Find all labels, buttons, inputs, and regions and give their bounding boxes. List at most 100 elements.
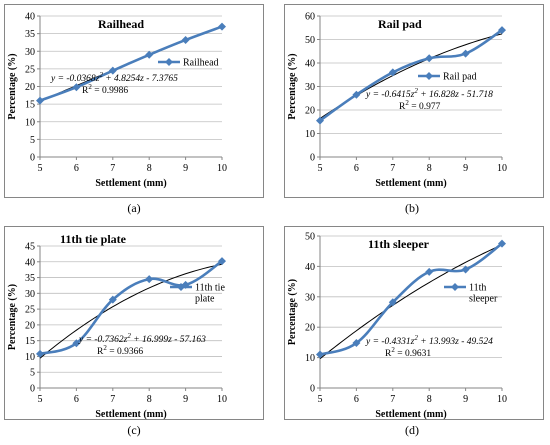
y-tick-label: 0 (310, 384, 315, 395)
y-tick-label: 25 (25, 64, 35, 75)
data-point (36, 96, 44, 105)
caption-d: (d) (405, 423, 419, 437)
y-tick-label: 50 (305, 232, 315, 243)
chart-title: Railhead (98, 17, 144, 31)
trendline-equation: y = -0.6415z2 + 16.828z - 51.718 (365, 87, 493, 100)
chart-border (4, 4, 264, 198)
y-tick-label: 5 (30, 135, 35, 146)
x-tick-label: 7 (390, 163, 395, 174)
x-tick-label: 8 (427, 394, 432, 405)
y-tick-label: 10 (305, 129, 315, 140)
x-axis-label: Settlement (mm) (95, 409, 166, 420)
data-point (352, 339, 361, 348)
y-tick-label: 20 (25, 82, 35, 93)
x-tick-label: 6 (354, 163, 359, 174)
chart-title: Rail pad (378, 17, 422, 31)
y-tick-label: 45 (25, 242, 35, 253)
trendline-equation: y = -0.7362z2 + 16.999z - 57.163 (78, 332, 206, 345)
legend-label: 11th tie plate (195, 283, 225, 305)
data-point (181, 35, 190, 44)
y-tick-label: 0 (30, 384, 35, 395)
caption-c: (c) (127, 423, 141, 437)
y-tick-label: 0 (30, 153, 35, 164)
y-tick-label: 20 (25, 320, 35, 331)
y-tick-label: 15 (25, 100, 35, 111)
y-tick-label: 30 (25, 47, 35, 58)
x-tick-label: 7 (110, 163, 115, 174)
y-tick-label: 10 (25, 352, 35, 363)
y-tick-label: 15 (25, 336, 35, 347)
series-line (39, 260, 223, 356)
caption-a: (a) (127, 201, 141, 215)
series-line (39, 25, 223, 102)
x-tick-label: 10 (497, 163, 507, 174)
trendline-equation: y = -0.4331z2 + 13.993z - 49.524 (365, 334, 493, 347)
y-tick-label: 35 (25, 29, 35, 40)
data-point (461, 49, 470, 58)
chart-border (284, 4, 544, 198)
y-tick-label: 40 (305, 262, 315, 273)
trendline (39, 263, 223, 359)
y-tick-label: 40 (25, 257, 35, 268)
x-tick-label: 10 (217, 163, 227, 174)
x-tick-label: 5 (318, 394, 323, 405)
r-squared: R2 = 0.9986 (82, 83, 128, 96)
legend-marker (451, 283, 459, 291)
chart-border (4, 226, 264, 420)
x-tick-label: 7 (390, 394, 395, 405)
r-squared: R2 = 0.9366 (97, 344, 143, 357)
x-tick-label: 7 (110, 394, 115, 405)
data-point (498, 26, 506, 35)
data-point (461, 265, 470, 274)
y-axis-label: Percentage (%) (287, 53, 298, 119)
y-tick-label: 10 (305, 353, 315, 364)
x-tick-label: 6 (354, 394, 359, 405)
x-axis-label: Settlement (mm) (95, 178, 166, 189)
x-tick-label: 10 (497, 394, 507, 405)
x-tick-label: 5 (38, 394, 43, 405)
data-point (218, 22, 226, 31)
r-squared: R2 = 0.9631 (385, 346, 431, 359)
data-point (36, 349, 44, 358)
chart-title: 11th tie plate (60, 232, 127, 246)
y-tick-label: 30 (305, 292, 315, 303)
y-axis-label: Percentage (%) (7, 53, 18, 119)
data-point (72, 83, 81, 92)
legend-label: Rail pad (443, 72, 477, 83)
x-tick-label: 10 (217, 394, 227, 405)
x-axis-label: Settlement (mm) (375, 409, 446, 420)
y-tick-label: 20 (305, 323, 315, 334)
data-point (388, 68, 397, 77)
x-tick-label: 9 (183, 394, 188, 405)
y-tick-label: 40 (305, 59, 315, 70)
x-tick-label: 6 (74, 163, 79, 174)
x-tick-label: 6 (74, 394, 79, 405)
y-tick-label: 30 (305, 82, 315, 93)
data-point (498, 239, 506, 248)
chart-title: 11th sleeper (368, 237, 430, 251)
y-tick-label: 30 (25, 289, 35, 300)
legend-label: 11th sleeper (469, 283, 498, 305)
r-squared: R2 = 0.977 (399, 99, 441, 112)
trendline-equation: y = -0.0368z2 + 4.8254z - 7.3765 (50, 71, 178, 84)
y-tick-label: 0 (310, 153, 315, 164)
legend-marker (165, 58, 173, 66)
x-tick-label: 9 (463, 394, 468, 405)
data-point (218, 257, 226, 266)
x-tick-label: 8 (147, 394, 152, 405)
data-point (425, 54, 434, 63)
y-tick-label: 25 (25, 305, 35, 316)
data-point (72, 339, 81, 348)
legend-marker (177, 283, 185, 291)
chart-d: 0 10 20 30 40 50 5 6 7 8 9 10 Settlement (mm) Percent… (284, 226, 544, 420)
data-point (316, 116, 324, 125)
chart-border (284, 226, 544, 420)
data-point (145, 50, 154, 59)
data-point (145, 275, 154, 284)
y-tick-label: 5 (30, 368, 35, 379)
x-tick-label: 8 (147, 163, 152, 174)
legend-label: Railhead (183, 58, 219, 69)
